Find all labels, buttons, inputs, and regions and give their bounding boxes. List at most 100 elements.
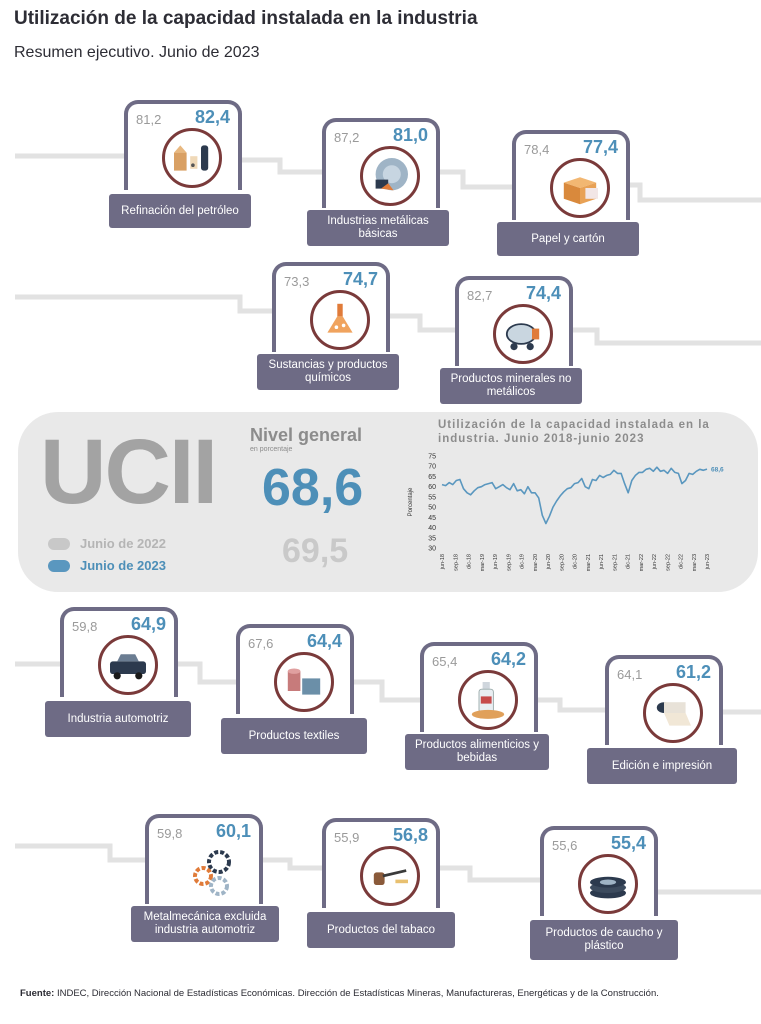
value-2023: 81,0 (392, 125, 428, 145)
legend-label-2023: Junio de 2023 (80, 558, 166, 573)
summary-panel (18, 412, 758, 592)
source-label: Fuente: (20, 988, 55, 999)
sector-label-refinacion: Refinación del petróleo (109, 194, 251, 228)
x-tick-label: sep-18 (453, 554, 459, 571)
sector-card-quimicos: 73,3 74,7 (272, 262, 390, 352)
legend-2022: Junio de 2022 (48, 536, 166, 551)
nivel-general-unit: en porcentaje (250, 446, 293, 453)
value-2022: 65,4 (432, 654, 458, 669)
ucii-heading: UCII (40, 421, 218, 523)
sector-label-automotriz: Industria automotriz (45, 701, 191, 737)
textile-icon (274, 652, 334, 712)
nivel-general-2023: 68,6 (262, 459, 364, 517)
x-tick-label: dic-20 (573, 554, 579, 569)
x-tick-label: dic-19 (520, 554, 526, 569)
sector-label-textiles: Productos textiles (221, 718, 367, 754)
food-icon (458, 670, 518, 730)
legend-swatch-2022 (48, 537, 70, 550)
sector-card-edicion: 64,1 61,2 (605, 655, 723, 745)
value-2022: 87,2 (334, 130, 360, 145)
x-tick-label: mar-23 (692, 554, 698, 571)
x-tick-label: mar-22 (639, 554, 645, 571)
y-tick-label: 30 (428, 546, 436, 553)
x-tick-label: jun-20 (546, 554, 552, 570)
sector-card-tabaco: 55,9 56,8 (322, 818, 440, 908)
chart-title: Utilización de la capacidad instalada en… (438, 419, 710, 445)
box-icon (550, 158, 610, 218)
x-tick-label: jun-19 (493, 554, 499, 570)
source-text: INDEC, Dirección Nacional de Estadística… (56, 988, 659, 999)
x-tick-label: mar-21 (586, 554, 592, 571)
x-tick-label: jun-18 (440, 554, 446, 570)
value-2022: 55,9 (334, 830, 360, 845)
page-title: Utilización de la capacidad instalada en… (14, 8, 478, 29)
value-2023: 82,4 (194, 107, 230, 127)
paper-roll-icon (643, 683, 703, 743)
value-2023: 64,9 (130, 614, 166, 634)
ucii-line-chart: 30 35 40 45 50 55 60 65 70 75 Porcentaje 68,6 jun-18… (408, 454, 724, 572)
x-tick-label: jun-23 (705, 554, 711, 570)
x-tick-label: sep-21 (612, 554, 618, 571)
sector-card-minerales: 82,7 74,4 (455, 276, 573, 366)
sector-label-tabaco: Productos del tabaco (307, 912, 455, 948)
y-tick-label: 60 (428, 484, 436, 491)
legend-2023: Junio de 2023 (48, 558, 166, 573)
value-2023: 61,2 (675, 662, 711, 682)
gears-icon (183, 842, 243, 902)
sector-label-caucho: Productos de caucho y plástico (530, 920, 678, 960)
x-tick-label: jun-21 (599, 554, 605, 570)
pipe-icon (360, 846, 420, 906)
y-tick-label: 65 (428, 474, 436, 481)
y-tick-label: 35 (428, 535, 436, 542)
sector-card-metalicas: 87,2 81,0 (322, 118, 440, 208)
x-tick-label: sep-19 (506, 554, 512, 571)
sector-label-papel: Papel y cartón (497, 222, 639, 256)
value-2022: 67,6 (248, 636, 274, 651)
sector-card-metalmecanica: 59,8 60,1 (145, 814, 263, 904)
legend-label-2022: Junio de 2022 (80, 536, 166, 551)
y-tick-label: 40 (428, 525, 436, 532)
value-2023: 77,4 (582, 137, 618, 157)
sector-card-refinacion: 81,2 82,4 (124, 100, 242, 190)
sector-card-automotriz: 59,8 64,9 (60, 607, 178, 697)
truck-icon (98, 635, 158, 695)
series-line (441, 466, 708, 525)
value-2023: 64,2 (490, 649, 526, 669)
value-2022: 78,4 (524, 142, 550, 157)
value-2022: 64,1 (617, 667, 643, 682)
sector-label-metalicas: Industrias metálicas básicas (307, 210, 449, 246)
page-subtitle: Resumen ejecutivo. Junio de 2023 (14, 44, 260, 61)
x-tick-label: mar-19 (480, 554, 486, 571)
value-2022: 59,8 (72, 619, 98, 634)
y-tick-label: 75 (428, 454, 436, 461)
x-tick-label: sep-20 (559, 554, 565, 571)
y-tick-label: 50 (428, 505, 436, 512)
legend-swatch-2023 (48, 559, 70, 572)
value-2022: 55,6 (552, 838, 578, 853)
sector-card-alimentos: 65,4 64,2 (420, 642, 538, 732)
x-tick-label: mar-20 (533, 554, 539, 571)
x-tick-label: dic-21 (626, 554, 632, 569)
value-2023: 55,4 (610, 833, 646, 853)
source-note: Fuente: INDEC, Dirección Nacional de Est… (20, 988, 659, 999)
cement-mixer-icon (493, 304, 553, 364)
sector-card-caucho: 55,6 55,4 (540, 826, 658, 916)
sector-card-papel: 78,4 77,4 (512, 130, 630, 220)
value-2022: 73,3 (284, 274, 310, 289)
x-tick-label: jun-22 (652, 554, 658, 570)
value-2023: 74,7 (342, 269, 378, 289)
value-2022: 82,7 (467, 288, 493, 303)
y-tick-label: 70 (428, 464, 436, 471)
last-value-label: 68,6 (711, 467, 724, 474)
sector-label-metalmecanica: Metalmecánica excluida industria automot… (131, 906, 279, 942)
value-2022: 59,8 (157, 826, 183, 841)
y-tick-label: 45 (428, 515, 436, 522)
tire-icon (578, 854, 638, 914)
sector-card-textiles: 67,6 64,4 (236, 624, 354, 714)
refinery-icon (162, 128, 222, 188)
sector-label-quimicos: Sustancias y productos químicos (257, 354, 399, 390)
value-2023: 60,1 (215, 821, 251, 841)
sector-label-alimentos: Productos alimenticios y bebidas (405, 734, 549, 770)
y-tick-label: 55 (428, 494, 436, 501)
